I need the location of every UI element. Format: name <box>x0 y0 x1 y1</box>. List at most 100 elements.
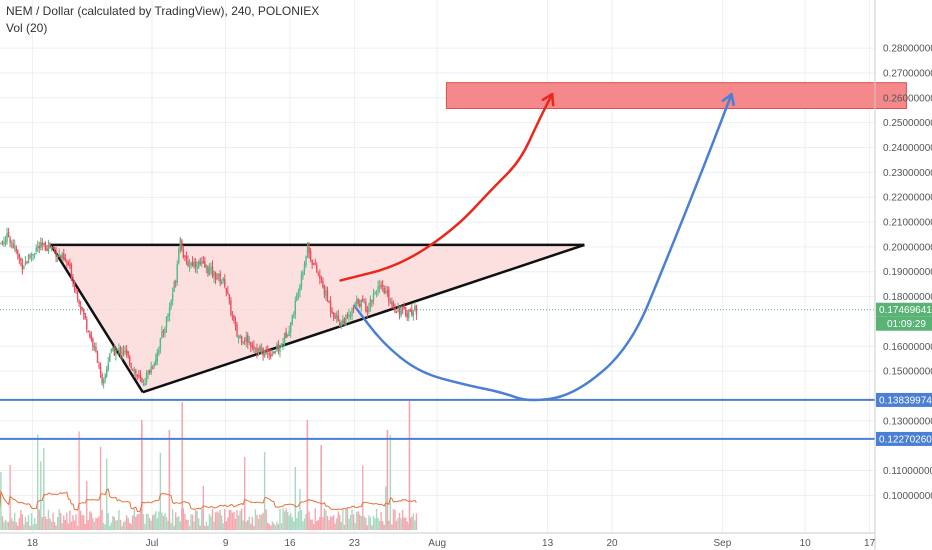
price-axis[interactable]: 0.28000000 0.27000000 0.26000000 0.25000000… <box>874 0 932 550</box>
drawings <box>0 82 907 440</box>
candle-body <box>110 348 112 353</box>
volume-bar <box>326 516 329 530</box>
candle-body <box>185 256 188 260</box>
volume-bar <box>64 519 66 530</box>
candle-body <box>135 369 137 374</box>
candle-body <box>237 336 240 339</box>
x-tick-label: 17 <box>864 538 876 549</box>
candle-body <box>145 372 148 382</box>
volume-bar <box>375 508 378 530</box>
candle-body <box>168 307 171 316</box>
volume-bar <box>199 525 201 530</box>
candle-body <box>382 284 384 287</box>
candle-body <box>46 248 48 251</box>
volume-bar <box>182 508 185 530</box>
volume-bar <box>4 519 7 530</box>
volume-bar <box>231 512 234 530</box>
volume-bar <box>101 509 103 530</box>
candle-body <box>257 347 260 352</box>
volume-bar <box>233 511 235 530</box>
candle-body <box>87 331 89 333</box>
candle-body <box>187 260 189 266</box>
candle-body <box>93 345 96 349</box>
volume-bar <box>317 519 319 530</box>
candle-body <box>17 250 19 254</box>
candle-body <box>222 277 224 281</box>
candle-body <box>37 246 39 248</box>
volume-bar <box>33 518 36 530</box>
price-tag <box>876 431 932 446</box>
candle-body <box>351 308 353 316</box>
candle-body <box>207 266 209 274</box>
volume-bar <box>109 525 111 530</box>
candle-body <box>334 316 336 319</box>
volume-bar <box>340 521 342 530</box>
volume-bar <box>227 517 229 530</box>
candle-body <box>411 309 413 316</box>
volume-bar <box>286 511 289 530</box>
candle-body <box>362 298 364 302</box>
candle-body <box>155 359 157 366</box>
volume-bar <box>363 516 365 530</box>
volume-bar <box>296 518 298 530</box>
volume-bar <box>191 514 194 530</box>
volume-bar <box>58 508 60 530</box>
candle-body <box>4 240 7 245</box>
volume-bar <box>248 516 250 530</box>
volume-bar <box>314 508 316 530</box>
volume-bar <box>325 510 327 530</box>
volume-bar <box>352 514 355 530</box>
price-tag <box>876 302 932 317</box>
candle-body <box>159 338 162 350</box>
candle-body <box>210 266 212 270</box>
volume-bar <box>337 511 339 530</box>
candle-body <box>64 257 66 261</box>
candle-body <box>306 246 309 258</box>
volume-bar <box>32 524 34 530</box>
candle-body <box>35 247 37 252</box>
candle-body <box>178 250 180 264</box>
volume-bar <box>329 516 332 530</box>
candle-body <box>121 352 123 355</box>
volume-bar <box>265 509 267 530</box>
volume-bar <box>412 513 415 530</box>
volume-bar <box>130 524 132 530</box>
candle-body <box>119 347 122 354</box>
candle-body <box>10 242 13 244</box>
volume-bar <box>79 510 82 530</box>
candle-body <box>79 306 82 309</box>
candle-body <box>95 346 97 353</box>
volume-bar <box>354 523 356 530</box>
candle-body <box>227 291 229 295</box>
volume-bar <box>78 431 80 530</box>
volume-bar <box>47 509 50 530</box>
candle-body <box>267 349 269 352</box>
candle-body <box>300 274 303 287</box>
candle-body <box>204 260 206 268</box>
time-axis[interactable]: 18 Jul 9 16 23 Aug 13 20 Sep 10 17 <box>0 532 876 549</box>
candle-body <box>136 374 139 377</box>
volume-bar <box>267 522 269 530</box>
alternate-scenario-arrow <box>353 92 735 402</box>
candle-body <box>392 302 395 308</box>
candle-body <box>196 267 198 269</box>
volume-bar <box>73 520 76 530</box>
volume-bar <box>348 518 350 530</box>
candle-body <box>374 292 376 294</box>
y-tick-label: 0.13000000 <box>883 416 932 427</box>
candle-body <box>296 294 298 301</box>
candle-body <box>24 261 27 266</box>
candle-body <box>153 363 155 367</box>
volume-bar <box>89 511 91 530</box>
volume-bar <box>309 519 312 530</box>
volume-bar <box>383 524 385 530</box>
volume-bar <box>260 514 263 530</box>
volume-bar <box>23 524 25 530</box>
volume-bar <box>171 509 174 530</box>
candle-body <box>378 285 381 288</box>
volume-bar <box>20 509 22 530</box>
candle-body <box>224 279 226 287</box>
volume-bar <box>173 525 175 530</box>
candle-body <box>406 314 408 317</box>
